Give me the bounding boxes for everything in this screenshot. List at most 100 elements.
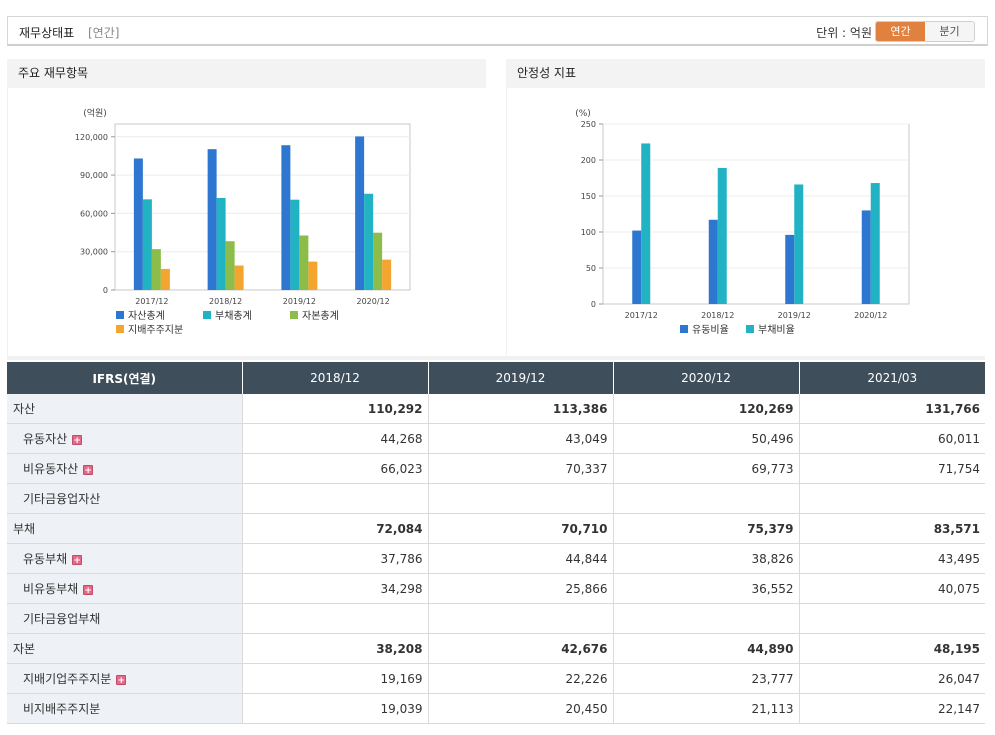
x-tick-label: 2018/12 [701, 311, 734, 320]
key-items-chart: 0 30,000 60,000 90,000 120,000 (억원) 2017/12 201… [75, 107, 411, 336]
row-label-cell: 비유동자산 + [7, 453, 242, 484]
legend-label: 지배주주지분 [128, 324, 183, 336]
plus-icon[interactable]: + [116, 674, 127, 686]
header-2020: 2020/12 [612, 362, 799, 394]
row-label-cell: 기타금융업자산 [7, 483, 242, 514]
legend-label: 부채비율 [758, 324, 795, 336]
plus-icon[interactable]: + [83, 584, 94, 596]
key-items-title: 주요 재무항목 [7, 59, 486, 88]
value-cell: 43,049 [427, 423, 613, 454]
legend-swatch [116, 325, 124, 333]
row-label: 자본 [13, 642, 36, 656]
row-label: 유동부채 [23, 552, 68, 566]
bar-자산총계 [207, 149, 217, 290]
bar-유동비율 [632, 230, 642, 304]
x-tick-label: 2018/12 [209, 297, 242, 306]
value-cell: 48,195 [798, 633, 985, 664]
quarter-button[interactable]: 분기 [925, 22, 974, 41]
value-cell: 83,571 [798, 513, 985, 544]
row-label-cell: 지배기업주주지분 + [7, 663, 242, 694]
y-tick-label: 30,000 [80, 248, 108, 257]
bar-부채총계 [216, 197, 226, 290]
value-cell: 37,786 [241, 543, 428, 574]
value-cell: 66,023 [241, 453, 428, 484]
legend-label: 부채총계 [215, 310, 252, 322]
legend-swatch [290, 311, 298, 319]
x-tick-label: 2017/12 [625, 311, 658, 320]
bar-부채비율 [641, 143, 651, 304]
page-title: 재무상태표 [19, 26, 75, 40]
legend-swatch [203, 311, 211, 319]
row-label: 기타금융업자산 [23, 492, 101, 506]
value-cell: 50,496 [612, 423, 799, 454]
row-label-cell: 유동자산 + [7, 423, 242, 454]
bar-자본총계 [151, 249, 161, 290]
legend-swatch [680, 325, 688, 333]
bar-유동비율 [785, 234, 795, 304]
bar-자본총계 [299, 235, 309, 290]
x-tick-label: 2020/12 [854, 311, 887, 320]
row-label: 유동자산 [23, 432, 68, 446]
value-cell: 70,710 [427, 513, 613, 544]
value-cell: 70,337 [427, 453, 613, 484]
value-cell: 40,075 [798, 573, 985, 604]
value-cell: 19,039 [241, 693, 428, 724]
value-cell: 44,890 [612, 633, 799, 664]
value-cell: 19,169 [241, 663, 428, 694]
annual-button[interactable]: 연간 [876, 22, 926, 41]
row-label-cell: 기타금융업부채 [7, 603, 242, 634]
plus-icon[interactable]: + [83, 464, 94, 476]
bar-부채총계 [142, 199, 152, 290]
value-cell: 44,268 [241, 423, 428, 454]
row-label-cell: 부채 [7, 513, 242, 544]
y-tick-label: 90,000 [80, 171, 108, 180]
row-label-cell: 비유동부채 + [7, 573, 242, 604]
period-label: [연간] [88, 26, 120, 40]
legend-swatch [746, 325, 754, 333]
table-row: 지배기업주주지분 +19,169 22,226 23,777 26,047 [7, 663, 985, 694]
plus-icon[interactable]: + [72, 554, 83, 566]
unit-label: 단위 : 억원 [816, 26, 872, 40]
legend-label: 유동비율 [692, 324, 729, 336]
header-2019: 2019/12 [427, 362, 613, 394]
row-label: 비지배주주지분 [23, 702, 101, 716]
y-tick-label: 50 [586, 264, 596, 273]
x-tick-label: 2017/12 [135, 297, 168, 306]
value-cell: 110,292 [241, 394, 428, 424]
y-tick-label: 0 [591, 300, 596, 309]
plot-area [602, 123, 910, 305]
bar-지배주주지분 [308, 261, 318, 290]
table-row: 자산 110,292 113,386 120,269 131,766 [7, 394, 985, 424]
value-cell [241, 603, 428, 634]
plus-icon[interactable]: + [72, 434, 83, 446]
value-cell [427, 603, 613, 634]
row-label: 기타금융업부채 [23, 612, 101, 626]
value-cell [612, 603, 799, 634]
table-row: 기타금융업자산 [7, 483, 985, 514]
value-cell: 34,298 [241, 573, 428, 604]
stability-title: 안정성 지표 [506, 59, 985, 88]
bar-부채비율 [870, 183, 880, 304]
value-cell: 23,777 [612, 663, 799, 694]
value-cell: 44,844 [427, 543, 613, 574]
value-cell: 69,773 [612, 453, 799, 484]
value-cell: 21,113 [612, 693, 799, 724]
value-cell: 60,011 [798, 423, 985, 454]
row-label: 비유동자산 [23, 462, 79, 476]
y-tick-label: 100 [581, 228, 596, 237]
bar-유동비율 [708, 219, 718, 304]
table-row: 부채 72,084 70,710 75,379 83,571 [7, 513, 985, 544]
row-label-cell: 비지배주주지분 [7, 693, 242, 724]
table-row: 유동자산 +44,268 43,049 50,496 60,011 [7, 423, 985, 454]
bar-자산총계 [133, 158, 143, 290]
value-cell: 38,208 [241, 633, 428, 664]
bar-자산총계 [355, 136, 365, 290]
y-tick-label: 0 [103, 286, 108, 295]
value-cell: 26,047 [798, 663, 985, 694]
value-cell: 25,866 [427, 573, 613, 604]
header-ifrs: IFRS(연결) [7, 362, 242, 394]
balance-sheet-table: IFRS(연결) 2018/12 2019/12 2020/12 2021/03… [7, 362, 985, 724]
row-label-cell: 자본 [7, 633, 242, 664]
table-row: 비유동자산 +66,023 70,337 69,773 71,754 [7, 453, 985, 484]
header-2021: 2021/03 [798, 362, 985, 394]
